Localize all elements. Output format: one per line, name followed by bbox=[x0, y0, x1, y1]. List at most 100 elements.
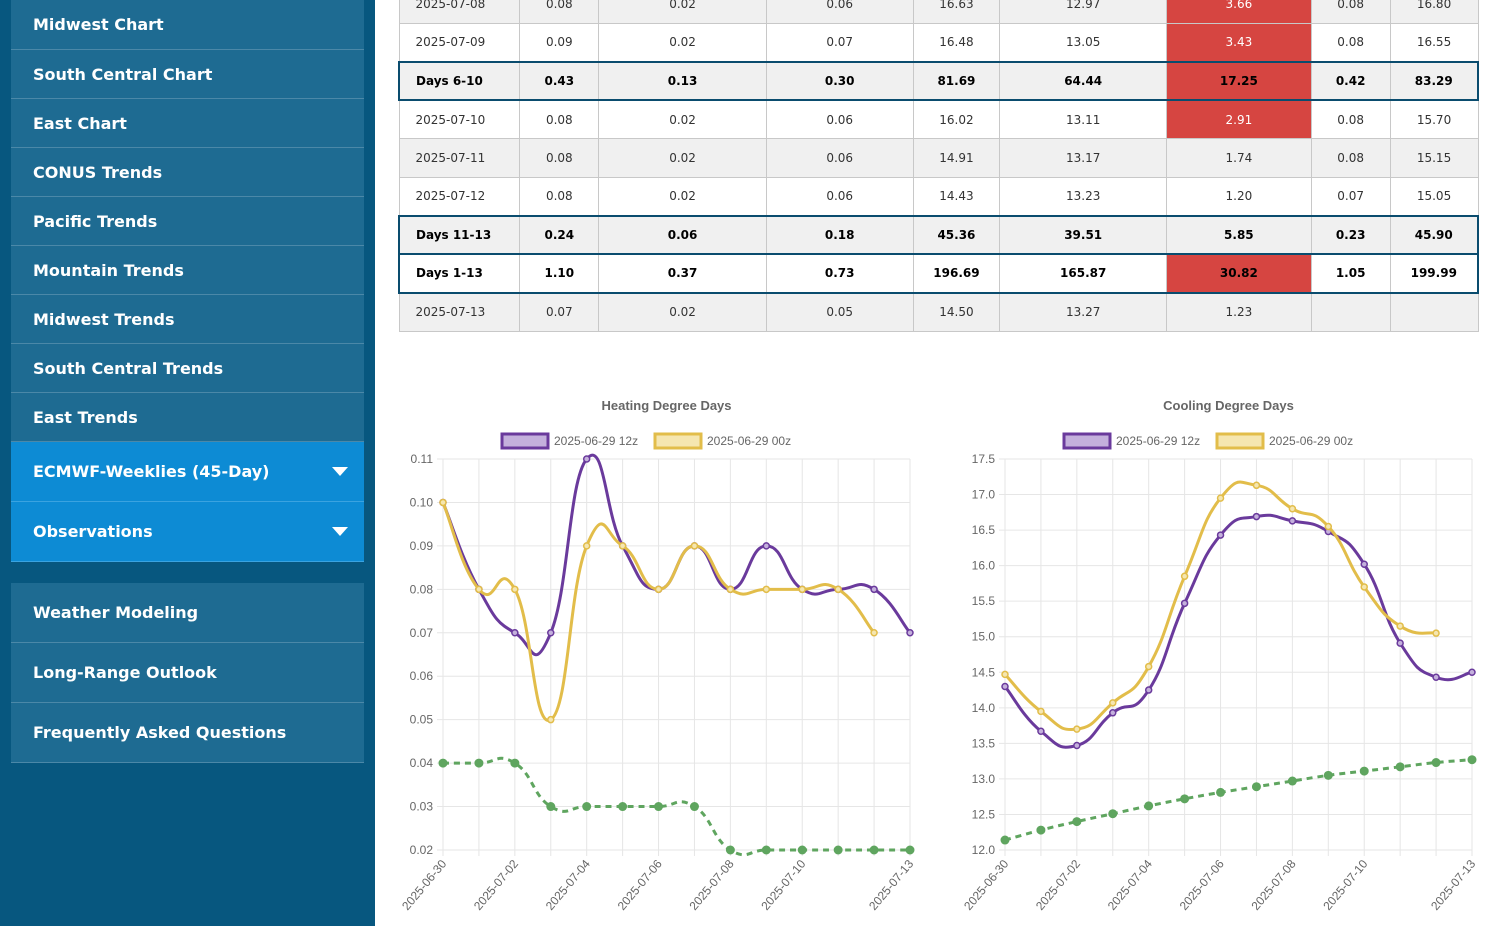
x-tick-label: 2025-07-04 bbox=[543, 857, 593, 913]
data-point bbox=[797, 845, 807, 855]
table-cell: 3.43 bbox=[1166, 22, 1312, 62]
nav-item-conus-trends[interactable]: CONUS Trends bbox=[11, 148, 364, 197]
table-cell: 0.13 bbox=[598, 60, 767, 101]
data-point bbox=[511, 585, 519, 594]
legend-swatch bbox=[1215, 432, 1265, 450]
table-cell: 45.90 bbox=[1389, 214, 1479, 255]
data-point bbox=[726, 585, 735, 594]
nav-item-south-central-chart[interactable]: South Central Chart bbox=[11, 50, 364, 99]
data-point bbox=[1072, 817, 1082, 827]
y-tick-label: 0.09 bbox=[410, 539, 434, 553]
y-tick-label: 15.0 bbox=[972, 630, 996, 644]
data-point bbox=[798, 585, 806, 594]
table-cell-label: 2025-07-10 bbox=[398, 99, 521, 139]
data-point bbox=[1180, 599, 1189, 608]
data-point bbox=[1108, 809, 1118, 819]
table-summary-row: Days 6-10 0.43 0.13 0.30 81.69 64.44 17.25 0.42… bbox=[398, 60, 1479, 101]
nav-item-midwest-chart[interactable]: Midwest Chart bbox=[11, 0, 364, 50]
table-summary-row: Days 11-13 0.24 0.06 0.18 45.36 39.51 5.85 0.23… bbox=[398, 214, 1479, 255]
table-cell bbox=[1389, 292, 1479, 332]
y-tick-label: 0.10 bbox=[410, 495, 434, 509]
data-point bbox=[547, 715, 555, 724]
x-tick-label: 2025-07-06 bbox=[1177, 857, 1227, 913]
nav-item-long-range-outlook[interactable]: Long-Range Outlook bbox=[11, 643, 364, 703]
table-cell: 199.99 bbox=[1389, 253, 1479, 294]
data-point bbox=[690, 542, 699, 550]
table-cell: 1.05 bbox=[1310, 253, 1391, 294]
data-point bbox=[833, 845, 843, 855]
table-cell: 83.29 bbox=[1389, 60, 1479, 101]
table-cell: 0.07 bbox=[519, 292, 600, 332]
y-tick-label: 0.02 bbox=[410, 843, 434, 857]
x-tick-label: 2025-07-13 bbox=[866, 857, 916, 913]
table-cell: 0.73 bbox=[765, 253, 914, 294]
table-cell: 0.06 bbox=[765, 138, 914, 178]
table-cell: 14.91 bbox=[912, 138, 1001, 178]
nav-item-midwest-trends[interactable]: Midwest Trends bbox=[11, 295, 364, 344]
legend-swatch bbox=[500, 432, 550, 450]
x-tick-label: 2025-07-02 bbox=[471, 857, 521, 913]
nav-item-faq[interactable]: Frequently Asked Questions bbox=[11, 703, 364, 763]
data-point bbox=[1288, 517, 1297, 525]
data-point bbox=[1216, 787, 1226, 797]
y-tick-label: 16.5 bbox=[972, 523, 996, 537]
data-point bbox=[689, 802, 699, 812]
table-cell: 0.02 bbox=[598, 99, 767, 139]
table-cell: 0.05 bbox=[765, 292, 914, 332]
y-tick-label: 0.07 bbox=[410, 626, 434, 640]
data-point bbox=[834, 585, 842, 594]
data-point bbox=[1287, 776, 1297, 786]
table-cell: 13.17 bbox=[999, 138, 1168, 178]
table-cell-label: 2025-07-13 bbox=[398, 292, 521, 332]
table-cell-label: 2025-07-12 bbox=[398, 176, 521, 216]
nav-item-ecmwf-weeklies[interactable]: ECMWF-Weeklies (45-Day) bbox=[11, 442, 364, 502]
data-point bbox=[1252, 481, 1261, 490]
table-cell: 0.06 bbox=[765, 176, 914, 216]
table-cell: 0.18 bbox=[765, 214, 914, 255]
table-cell: 0.43 bbox=[519, 60, 600, 101]
table-cell: 12.97 bbox=[999, 0, 1168, 24]
y-tick-label: 0.04 bbox=[410, 756, 434, 770]
table-cell: 0.08 bbox=[1310, 22, 1391, 62]
x-tick-label: 2025-06-30 bbox=[399, 857, 449, 913]
y-tick-label: 14.5 bbox=[972, 665, 996, 679]
data-point bbox=[618, 542, 627, 550]
series-line bbox=[441, 454, 912, 657]
data-point bbox=[439, 498, 447, 507]
table-cell: 196.69 bbox=[912, 253, 1001, 294]
table-cell: 16.63 bbox=[912, 0, 1001, 24]
table-cell: 0.07 bbox=[765, 22, 914, 62]
nav-item-observations[interactable]: Observations bbox=[11, 502, 364, 562]
table-cell: 13.23 bbox=[999, 176, 1168, 216]
nav-item-pacific-trends[interactable]: Pacific Trends bbox=[11, 197, 364, 246]
degree-day-table-container: 2025-07-08 0.08 0.02 0.06 16.63 12.97 3.66 0.08… bbox=[398, 0, 1479, 332]
table-cell: 0.42 bbox=[1310, 60, 1391, 101]
data-point bbox=[654, 585, 663, 594]
table-cell: 2.91 bbox=[1166, 99, 1312, 139]
y-tick-label: 0.05 bbox=[410, 713, 434, 727]
data-point bbox=[1251, 782, 1261, 792]
x-tick-label: 2025-07-08 bbox=[686, 857, 736, 913]
series-line bbox=[1003, 513, 1473, 749]
table-cell: 13.27 bbox=[999, 292, 1168, 332]
nav-item-mountain-trends[interactable]: Mountain Trends bbox=[11, 246, 364, 295]
table-cell-label: 2025-07-11 bbox=[398, 138, 521, 178]
table-cell: 0.02 bbox=[598, 292, 767, 332]
data-point bbox=[1396, 622, 1404, 630]
data-point bbox=[1216, 494, 1225, 502]
nav-menu: Midwest Chart South Central Chart East C… bbox=[11, 0, 364, 562]
table-cell: 0.08 bbox=[1310, 99, 1391, 139]
nav-item-east-chart[interactable]: East Chart bbox=[11, 99, 364, 148]
table-cell: 0.08 bbox=[1310, 138, 1391, 178]
data-point bbox=[618, 802, 628, 812]
nav-item-east-trends[interactable]: East Trends bbox=[11, 393, 364, 442]
table-cell: 14.43 bbox=[912, 176, 1001, 216]
table-row: 2025-07-09 0.09 0.02 0.07 16.48 13.05 3.43 0.08… bbox=[398, 22, 1479, 62]
data-point bbox=[582, 802, 592, 812]
table-cell bbox=[1310, 292, 1391, 332]
data-point bbox=[1252, 512, 1261, 521]
nav-item-weather-modeling[interactable]: Weather Modeling bbox=[11, 583, 364, 643]
table-cell: 0.08 bbox=[1310, 0, 1391, 24]
nav-item-south-central-trends[interactable]: South Central Trends bbox=[11, 344, 364, 393]
data-point bbox=[1144, 662, 1153, 671]
